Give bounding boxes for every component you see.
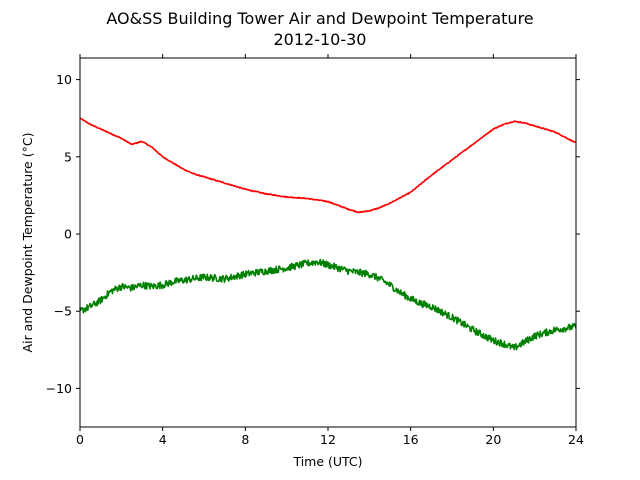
chart-subtitle: 2012-10-30 xyxy=(274,30,367,49)
series-line-1 xyxy=(79,117,577,214)
x-tick-label: 20 xyxy=(485,432,501,447)
y-tick-label: −10 xyxy=(46,381,72,396)
x-tick-label: 0 xyxy=(76,432,84,447)
x-tick-label: 8 xyxy=(241,432,249,447)
y-tick-label: 10 xyxy=(56,72,72,87)
y-tick-label: −5 xyxy=(54,304,72,319)
series-layer xyxy=(79,117,577,351)
plot-frame xyxy=(80,58,576,427)
x-tick-label: 24 xyxy=(568,432,584,447)
x-tick-label: 4 xyxy=(159,432,167,447)
x-tick-label: 12 xyxy=(320,432,336,447)
x-axis-label: Time (UTC) xyxy=(292,454,362,469)
y-axis-label: Air and Dewpoint Temperature (°C) xyxy=(20,133,35,353)
x-axis: 0 4 8 12 16 20 24 xyxy=(76,54,584,447)
y-tick-label: 5 xyxy=(64,149,72,164)
x-tick-label: 16 xyxy=(403,432,419,447)
plot-area xyxy=(80,58,576,427)
series-line-2 xyxy=(79,258,577,351)
chart-title: AO&SS Building Tower Air and Dewpoint Te… xyxy=(106,9,533,28)
y-axis: −10 −5 0 5 10 xyxy=(46,72,580,396)
y-tick-label: 0 xyxy=(64,227,72,242)
